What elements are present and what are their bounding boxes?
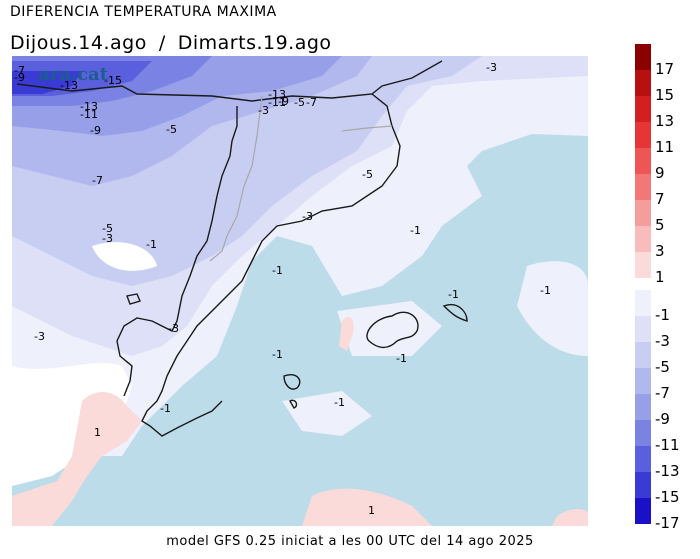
map-label: 1: [368, 504, 375, 517]
map-label: -3: [34, 330, 45, 343]
map-label: -9: [90, 124, 101, 137]
map-label: -9: [14, 71, 25, 84]
temperature-difference-map: -7 -9 -13 -15 -13 -11 -9 -5 -7 -5 -3 -1 …: [12, 56, 588, 526]
map-label: 1: [94, 426, 101, 439]
map-label: -1: [540, 284, 551, 297]
zone-minus1-south: [282, 391, 372, 436]
legend-swatch: [635, 148, 651, 174]
map-label: -7: [306, 96, 317, 109]
legend-swatch: [635, 498, 651, 524]
legend-label: 7: [655, 190, 665, 208]
map-label: -5: [102, 222, 113, 235]
legend-swatch: [635, 316, 651, 342]
map-label: -1: [160, 402, 171, 415]
map-label: -5: [294, 96, 305, 109]
map-label: -5: [166, 123, 177, 136]
zone-plus1-south: [302, 488, 432, 526]
map-svg: -7 -9 -13 -15 -13 -11 -9 -5 -7 -5 -3 -1 …: [12, 56, 588, 526]
legend-swatch: [635, 44, 651, 70]
zone-plus1-se: [552, 509, 588, 526]
legend-swatch: [635, 70, 651, 96]
legend-label: 3: [655, 242, 665, 260]
legend-label: -15: [655, 488, 680, 506]
map-label: -1: [272, 264, 283, 277]
legend-swatch: [635, 394, 651, 420]
map-label: -3: [486, 61, 497, 74]
legend-label: 9: [655, 164, 665, 182]
zone-minus15: [12, 71, 82, 94]
map-label: -1: [410, 224, 421, 237]
map-label: -3: [302, 210, 313, 223]
legend-swatch: [635, 368, 651, 394]
legend-label: 11: [655, 138, 675, 156]
map-label: -13: [60, 79, 78, 92]
legend-label: -13: [655, 462, 680, 480]
map-label: -13: [268, 88, 286, 101]
legend-label: 13: [655, 112, 675, 130]
date-range: Dijous.14.ago / Dimarts.19.ago: [10, 32, 332, 54]
date-from: Dijous.14.ago: [10, 32, 147, 54]
legend-swatch: [635, 96, 651, 122]
legend-label: 15: [655, 86, 675, 104]
legend-swatch: [635, 174, 651, 200]
map-label: -3: [168, 322, 179, 335]
coastlines: [16, 60, 468, 437]
legend-swatch: [635, 200, 651, 226]
map-label: -1: [396, 352, 407, 365]
map-label: -7: [92, 174, 103, 187]
map-label: -13: [80, 100, 98, 113]
map-label: -5: [362, 168, 373, 181]
model-info: model GFS 0.25 iniciat a les 00 UTC del …: [166, 534, 534, 549]
legend-label: -9: [655, 410, 670, 428]
legend-label: -5: [655, 358, 670, 376]
legend-swatch: [635, 226, 651, 252]
legend-label: -17: [655, 514, 680, 532]
legend-label: -11: [655, 436, 680, 454]
chart-title: DIFERENCIA TEMPERATURA MAXIMA: [10, 4, 277, 20]
legend-swatch: [635, 290, 651, 316]
legend-label: -3: [655, 332, 670, 350]
legend-label: -1: [655, 306, 670, 324]
ara-cat-logo: ara.cat: [38, 64, 109, 85]
legend-swatch: [635, 446, 651, 472]
color-legend: 17 15 13 11 9 7 5 3 1 -1 -3 -5 -7 -9 -11 -13 -15 -17: [635, 44, 700, 531]
map-label: -1: [146, 238, 157, 251]
legend-swatch: [635, 472, 651, 498]
zone-minus1-east: [517, 261, 588, 356]
date-to: Dimarts.19.ago: [177, 32, 332, 54]
zone-zero-small: [92, 242, 157, 271]
zone-plus1-sw: [12, 391, 142, 526]
map-label: -3: [258, 104, 269, 117]
map-label: -11: [268, 96, 286, 109]
zone-minus1-baleares: [337, 301, 442, 356]
map-label: -3: [102, 232, 113, 245]
admin-borders: [209, 95, 393, 262]
legend-swatch: [635, 122, 651, 148]
map-label: -11: [80, 108, 98, 121]
map-label: -7: [14, 64, 25, 77]
legend-label: 5: [655, 216, 665, 234]
map-label: -9: [278, 95, 289, 108]
map-label: -1: [272, 348, 283, 361]
map-label: -15: [104, 74, 122, 87]
legend-swatch: [635, 342, 651, 368]
contour-labels: -7 -9 -13 -15 -13 -11 -9 -5 -7 -5 -3 -1 …: [14, 61, 551, 517]
zone-plus1-mallorca: [339, 316, 354, 351]
legend-swatch: [635, 252, 651, 278]
legend-swatch: [635, 420, 651, 446]
map-label: -1: [334, 396, 345, 409]
legend-label: -7: [655, 384, 670, 402]
map-label: -1: [448, 288, 459, 301]
date-separator: /: [158, 32, 166, 54]
legend-label: 1: [655, 268, 665, 286]
legend-label: 17: [655, 60, 675, 78]
